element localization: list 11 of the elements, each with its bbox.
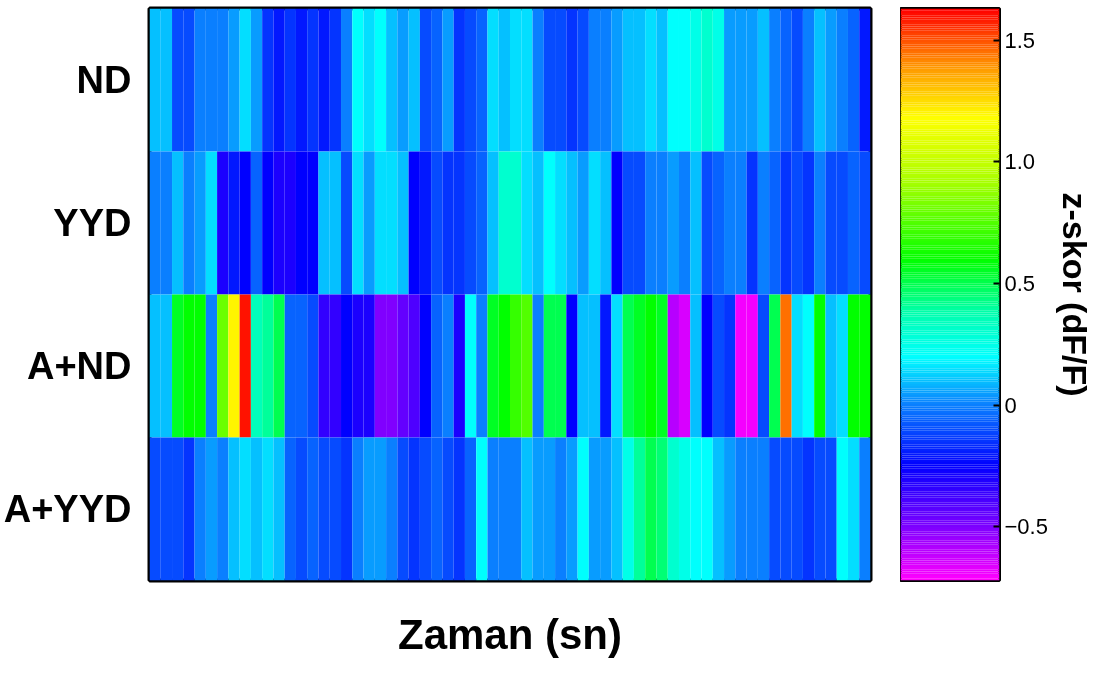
x-axis-title: Zaman (sn) <box>397 610 623 658</box>
color-bar-label: 0 <box>1004 392 1017 418</box>
color-bar-label: 0.5 <box>1004 271 1036 297</box>
color-bar-label: 1.5 <box>1004 27 1036 53</box>
y-tick-label: A+ND <box>26 345 132 387</box>
color-bar-label: 1.0 <box>1004 149 1036 175</box>
y-tick-label: A+YYD <box>3 488 132 530</box>
y-tick-label: ND <box>76 59 132 101</box>
color-bar-label: −0.5 <box>1004 514 1048 540</box>
y-tick-label: YYD <box>53 202 132 244</box>
color-bar-title: z-skor (dF/F) <box>1055 192 1094 397</box>
